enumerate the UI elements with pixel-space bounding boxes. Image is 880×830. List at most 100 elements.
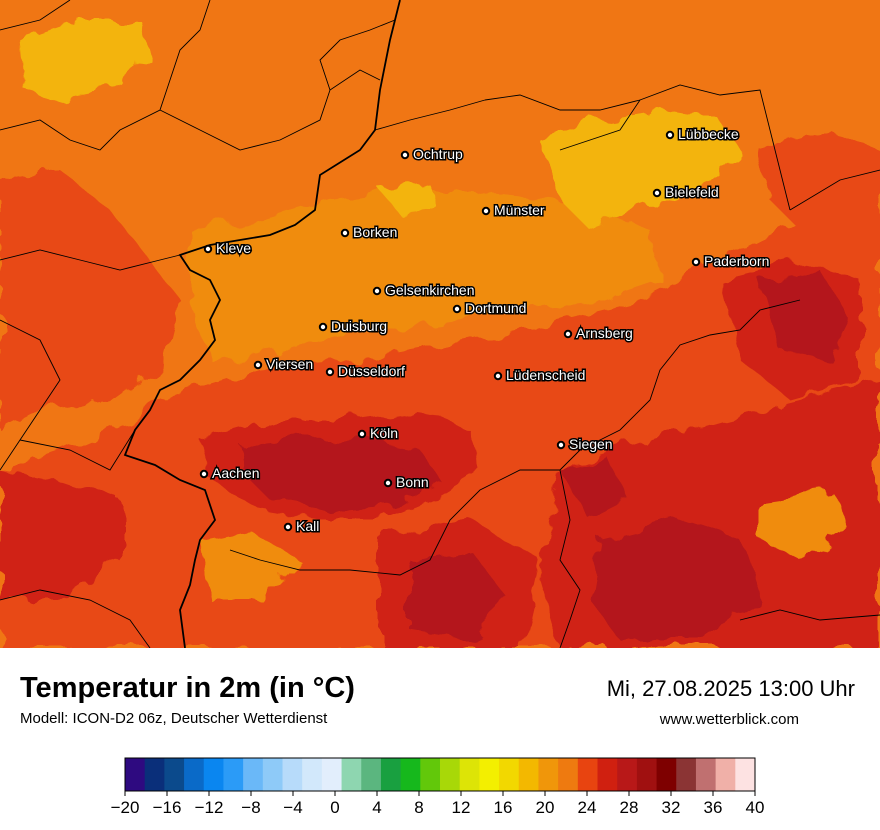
legend-tick-label: 16 [494, 798, 513, 817]
city-label-münster: Münster [494, 202, 545, 218]
legend-tick-label: −16 [153, 798, 182, 817]
map-footer: Temperatur in 2m (in °C) Modell: ICON-D2… [0, 648, 880, 830]
city-label-duisburg: Duisburg [331, 318, 387, 334]
color-legend: −20 −16 −12 −8 −4 0 4 8 12 16 20 24 28 32 36 40 [111, 757, 765, 817]
legend-tick-label: 32 [662, 798, 681, 817]
temperature-zone-22 [190, 190, 660, 360]
legend-swatch [656, 758, 677, 791]
map-title: Temperatur in 2m (in °C) [20, 672, 355, 704]
temperature-zone-22 [760, 490, 850, 560]
legend-swatch [341, 758, 362, 791]
city-marker-arnsberg [563, 329, 573, 339]
legend-swatch [597, 758, 618, 791]
city-label-köln: Köln [370, 425, 398, 441]
city-label-ochtrup: Ochtrup [413, 146, 463, 162]
city-marker-bonn [383, 478, 393, 488]
city-label-viersen: Viersen [266, 356, 313, 372]
region-borders [0, 0, 880, 648]
legend-swatch [735, 758, 756, 791]
city-marker-borken [340, 228, 350, 238]
legend-swatch [144, 758, 165, 791]
city-marker-münster [481, 206, 491, 216]
city-marker-bielefeld [652, 188, 662, 198]
temperature-zone-28 [590, 520, 760, 640]
national-border [123, 0, 401, 648]
legend-swatch [636, 758, 658, 791]
legend-swatch [695, 758, 717, 791]
city-label-paderborn: Paderborn [704, 253, 769, 269]
legend-swatch [400, 758, 421, 791]
temperature-zone-24 [760, 130, 880, 230]
legend-tick-label: 12 [452, 798, 471, 817]
temperature-zone-28 [760, 270, 850, 360]
legend-tick-label: 40 [746, 798, 765, 817]
legend-swatch [361, 758, 382, 791]
city-label-düsseldorf: Düsseldorf [338, 363, 405, 379]
legend-swatch [558, 758, 579, 791]
legend-tick-label: 0 [330, 798, 339, 817]
temperature-zone-28 [410, 550, 510, 640]
legend-swatch [440, 758, 461, 791]
legend-tick-label: −4 [283, 798, 302, 817]
legend-tick-label: −8 [241, 798, 260, 817]
legend-swatch [203, 758, 224, 791]
legend-swatch [302, 758, 323, 791]
legend-swatch [321, 758, 343, 791]
city-marker-aachen [199, 469, 209, 479]
legend-border [124, 757, 756, 792]
legend-swatch [164, 758, 185, 791]
legend-swatch [125, 758, 146, 791]
city-marker-gelsenkirchen [372, 286, 382, 296]
legend-swatch [243, 758, 264, 791]
temperature-map: Lübbecke Ochtrup Bielefeld Münster Borken Kle… [0, 0, 880, 648]
city-label-bielefeld: Bielefeld [665, 184, 719, 200]
legend-swatch [223, 758, 244, 791]
city-marker-viersen [253, 360, 263, 370]
city-marker-düsseldorf [325, 367, 335, 377]
city-marker-kleve [203, 244, 213, 254]
city-marker-lübbecke [665, 130, 675, 140]
city-marker-dortmund [452, 304, 462, 314]
city-marker-kall [283, 522, 293, 532]
legend-tick-label: 28 [620, 798, 639, 817]
temperature-zone-22 [200, 530, 300, 600]
legend-swatch [577, 758, 598, 791]
temperature-zone-24 [0, 170, 180, 430]
temperature-zone-28 [560, 460, 630, 520]
legend-tick-label: 36 [704, 798, 723, 817]
city-label-aachen: Aachen [212, 465, 259, 481]
city-marker-paderborn [691, 257, 701, 267]
city-label-lüdenscheid: Lüdenscheid [506, 367, 585, 383]
legend-swatch [380, 758, 402, 791]
city-marker-duisburg [318, 322, 328, 332]
temperature-zone-20 [20, 20, 150, 100]
temperature-zone-26 [0, 470, 120, 600]
city-markers: Lübbecke Ochtrup Bielefeld Münster Borken Kle… [199, 125, 771, 536]
temperature-zone-20 [380, 185, 440, 215]
website-link[interactable]: www.wetterblick.com [659, 711, 799, 728]
legend-tick-label: 8 [414, 798, 423, 817]
legend-swatch [676, 758, 697, 791]
legend-tick-label: −12 [195, 798, 224, 817]
city-marker-köln [357, 429, 367, 439]
city-label-lübbecke: Lübbecke [678, 126, 739, 142]
temperature-zone-28 [240, 438, 440, 510]
legend-swatch [518, 758, 539, 791]
city-label-kall: Kall [296, 518, 319, 534]
legend-swatch [262, 758, 283, 791]
city-label-siegen: Siegen [569, 436, 613, 452]
city-marker-lüdenscheid [493, 371, 503, 381]
legend-swatch [184, 758, 205, 791]
legend-swatch [715, 758, 736, 791]
legend-tick-label: 20 [536, 798, 555, 817]
legend-swatch [282, 758, 303, 791]
city-label-dortmund: Dortmund [465, 300, 526, 316]
forecast-datetime: Mi, 27.08.2025 13:00 Uhr [606, 676, 855, 701]
city-marker-siegen [556, 440, 566, 450]
legend-tick-label: 24 [578, 798, 597, 817]
city-label-kleve: Kleve [216, 240, 251, 256]
city-label-borken: Borken [353, 224, 397, 240]
city-marker-ochtrup [400, 150, 410, 160]
city-label-gelsenkirchen: Gelsenkirchen [385, 282, 475, 298]
model-source: Modell: ICON-D2 06z, Deutscher Wetterdie… [20, 710, 328, 727]
